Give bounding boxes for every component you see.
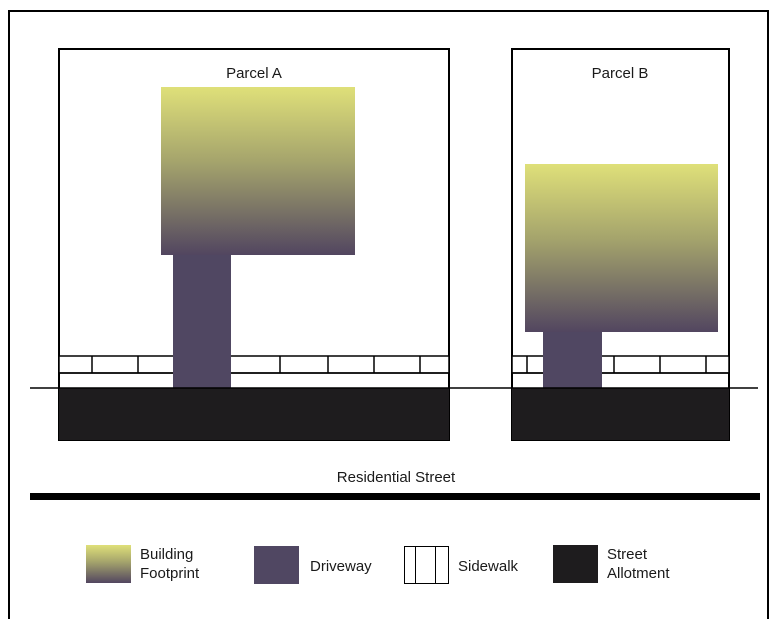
diagram-frame bbox=[8, 10, 769, 619]
parcel-b-label: Parcel B bbox=[592, 65, 649, 82]
legend-swatch-sidewalk bbox=[404, 546, 449, 584]
parcel-b-driveway bbox=[543, 332, 602, 388]
legend-label-building-footprint: Building Footprint bbox=[140, 546, 200, 582]
legend-label-sidewalk: Sidewalk bbox=[458, 558, 519, 575]
parcel-a: Parcel A bbox=[58, 48, 450, 441]
parcel-b: Parcel B bbox=[511, 48, 730, 441]
parcel-a-building-footprint bbox=[161, 87, 355, 255]
parcel-b-building-footprint bbox=[525, 164, 718, 332]
residential-street-line bbox=[30, 493, 760, 500]
legend-label-street-allotment: Street Allotment bbox=[607, 546, 670, 582]
legend-swatch-street-allotment bbox=[553, 545, 598, 583]
parcel-a-street-allotment bbox=[59, 388, 449, 440]
legend-swatch-driveway bbox=[254, 546, 299, 584]
legend-label-driveway: Driveway bbox=[310, 558, 372, 575]
legend-swatch-building-footprint bbox=[86, 545, 131, 583]
parcel-b-street-allotment bbox=[512, 388, 729, 440]
street-label: Residential Street bbox=[337, 469, 456, 486]
parcel-a-sidewalk bbox=[58, 355, 450, 374]
parcel-a-label: Parcel A bbox=[226, 65, 282, 82]
parcel-a-driveway bbox=[173, 255, 231, 388]
